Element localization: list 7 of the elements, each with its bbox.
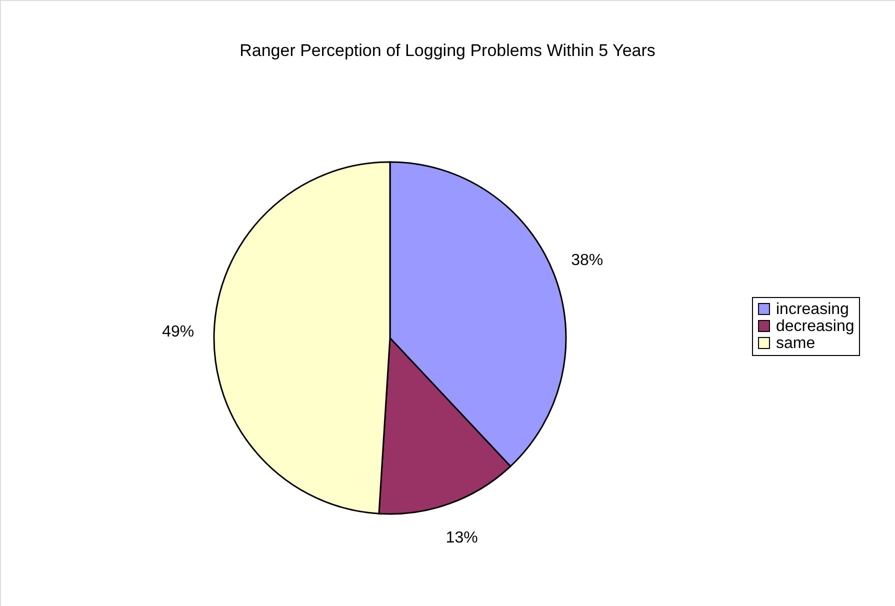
legend-label: same bbox=[776, 335, 816, 352]
chart-title: Ranger Perception of Logging Problems Within 5 Years bbox=[240, 41, 656, 60]
data-label: 13% bbox=[446, 529, 478, 546]
legend-label: increasing bbox=[776, 301, 849, 318]
data-label: 38% bbox=[571, 252, 604, 269]
legend-label: decreasing bbox=[776, 318, 854, 335]
data-label: 49% bbox=[162, 323, 194, 340]
